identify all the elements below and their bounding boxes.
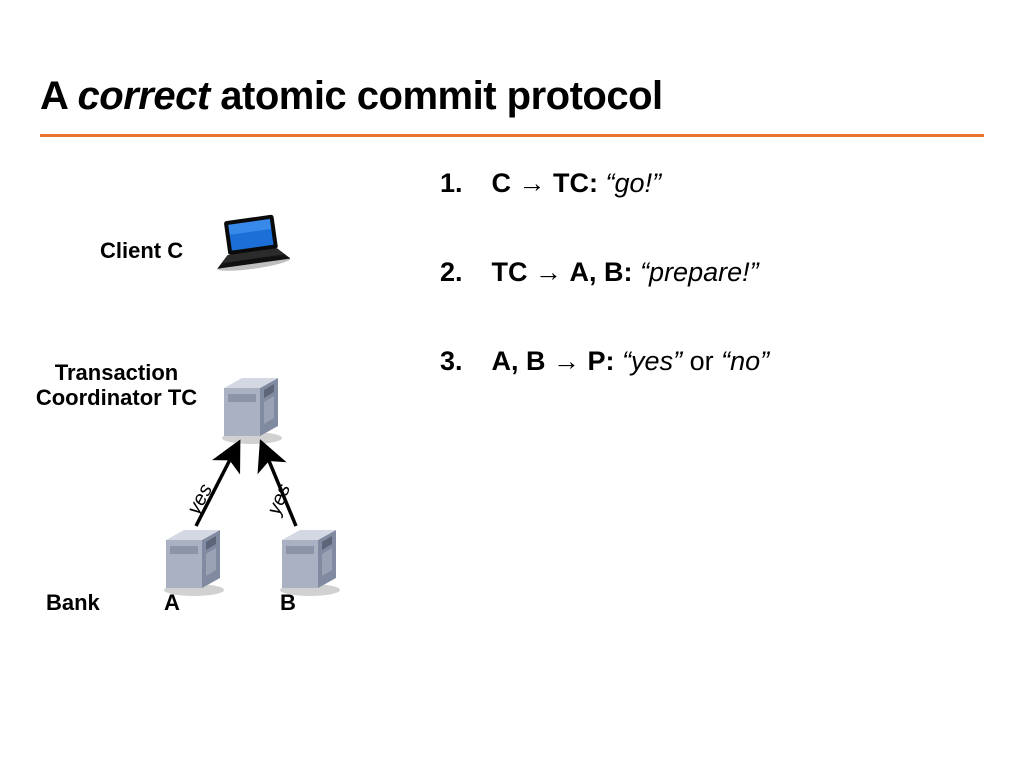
bank-b-label: B (280, 590, 296, 615)
diagram: Client C Transaction Coordinator TC (40, 200, 400, 680)
arrow-icon: → (553, 346, 588, 376)
arrow-icon: → (519, 168, 554, 198)
step-2-to: A, B: (570, 257, 633, 287)
step-3-from: A, B (492, 346, 546, 376)
step-3-tail: or (682, 346, 721, 376)
step-2-num: 2. (440, 257, 484, 288)
title-italic: correct (78, 74, 210, 118)
title-pre: A (40, 74, 78, 118)
slide-title: A correct atomic commit protocol (40, 74, 663, 119)
step-3-to: P: (588, 346, 615, 376)
step-1: 1. C → TC: “go!” (440, 168, 1000, 199)
step-3-msg2: “no” (721, 346, 769, 376)
steps-list: 1. C → TC: “go!” 2. TC → A, B: “prepare!… (440, 168, 1000, 435)
step-3: 3. A, B → P: “yes” or “no” (440, 346, 1000, 377)
step-1-from: C (492, 168, 512, 198)
bank-label: Bank (46, 590, 100, 615)
step-1-num: 1. (440, 168, 484, 199)
step-1-msg: “go!” (606, 168, 662, 198)
title-post: atomic commit protocol (210, 74, 663, 118)
step-3-msg: “yes” (622, 346, 682, 376)
arrow-icon: → (535, 257, 570, 287)
title-rule (40, 134, 984, 137)
step-1-to: TC: (553, 168, 598, 198)
bank-b-server-icon (272, 520, 350, 598)
step-2-msg: “prepare!” (640, 257, 759, 287)
bank-a-server-icon (156, 520, 234, 598)
step-2-from: TC (492, 257, 528, 287)
slide: A correct atomic commit protocol Client … (0, 0, 1024, 768)
bank-a-label: A (164, 590, 180, 615)
step-3-num: 3. (440, 346, 484, 377)
step-2: 2. TC → A, B: “prepare!” (440, 257, 1000, 288)
